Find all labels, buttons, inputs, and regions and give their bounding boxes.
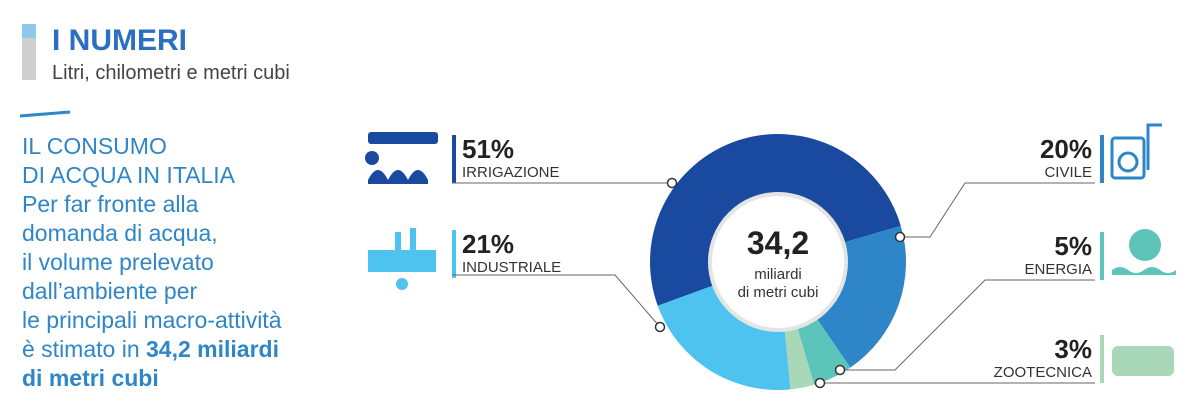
header-accent: [22, 24, 36, 38]
subtitle: Litri, chilometri e metri cubi: [52, 62, 290, 84]
center-value: 34,2: [747, 225, 809, 261]
intro-heading: DI ACQUA IN ITALIA: [22, 162, 236, 188]
icon-livestock: [1112, 346, 1174, 376]
value-label: 3%: [1054, 334, 1092, 364]
category-label: IRRIGAZIONE: [462, 164, 560, 181]
intro-body-text: le principali macro-attività: [22, 307, 282, 333]
leader-dot: [834, 364, 846, 376]
icon-energy: [1112, 229, 1176, 275]
intro-body-bold: 34,2 miliardi: [146, 336, 279, 362]
donut-hole: [708, 192, 848, 332]
category-label: CIVILE: [1044, 164, 1092, 181]
leader-line: [840, 279, 1095, 371]
category-label: ENERGIA: [1024, 261, 1092, 278]
leader-line: [900, 182, 1095, 238]
intro-heading: IL CONSUMO: [22, 133, 167, 159]
intro-body: il volume prelevato: [22, 249, 214, 275]
icon-civil: [1110, 123, 1162, 180]
intro-body-text: domanda di acqua,: [22, 220, 218, 246]
donut-slice: [784, 327, 815, 390]
intro-body-text: dall’ambiente per: [22, 278, 198, 304]
icon-industry: [368, 228, 436, 290]
intro-body-text: Per far fronte alla: [22, 191, 199, 217]
intro-body-bold: di metri cubi: [22, 365, 159, 391]
intro-body: Per far fronte alla: [22, 191, 199, 217]
label-bar: [1100, 232, 1104, 280]
category-label: INDUSTRIALE: [462, 259, 561, 276]
intro-body-text: il volume prelevato: [22, 249, 214, 275]
center-label: miliardi: [754, 266, 802, 283]
icon-irrigation: [365, 132, 438, 184]
category-label: ZOOTECNICA: [994, 364, 1092, 381]
leader-dot: [894, 231, 906, 243]
donut-slice: [657, 285, 791, 390]
donut-slice: [649, 133, 901, 306]
label-bar: [452, 135, 456, 183]
value-label: 51%: [462, 134, 514, 164]
label-bar: [452, 230, 456, 278]
leader-dot: [814, 377, 826, 389]
icons: [365, 123, 1176, 376]
intro-body-text: è stimato in: [22, 336, 146, 362]
leader-dot: [654, 321, 666, 333]
label-bar: [1100, 335, 1104, 383]
value-label: 21%: [462, 229, 514, 259]
intro-body: dall’ambiente per: [22, 278, 198, 304]
value-label: 5%: [1054, 231, 1092, 261]
label-bar: [1100, 135, 1104, 183]
donut-slice: [816, 225, 906, 368]
leader-dot: [666, 177, 678, 189]
leader-line: [452, 274, 661, 328]
intro-body: è stimato in 34,2 miliardi: [22, 336, 279, 362]
title: I NUMERI: [52, 24, 187, 57]
center-label: di metri cubi: [738, 284, 819, 301]
intro-body: domanda di acqua,: [22, 220, 218, 246]
value-label: 20%: [1040, 134, 1092, 164]
intro-body: le principali macro-attività: [22, 307, 282, 333]
divider: [19, 110, 71, 118]
